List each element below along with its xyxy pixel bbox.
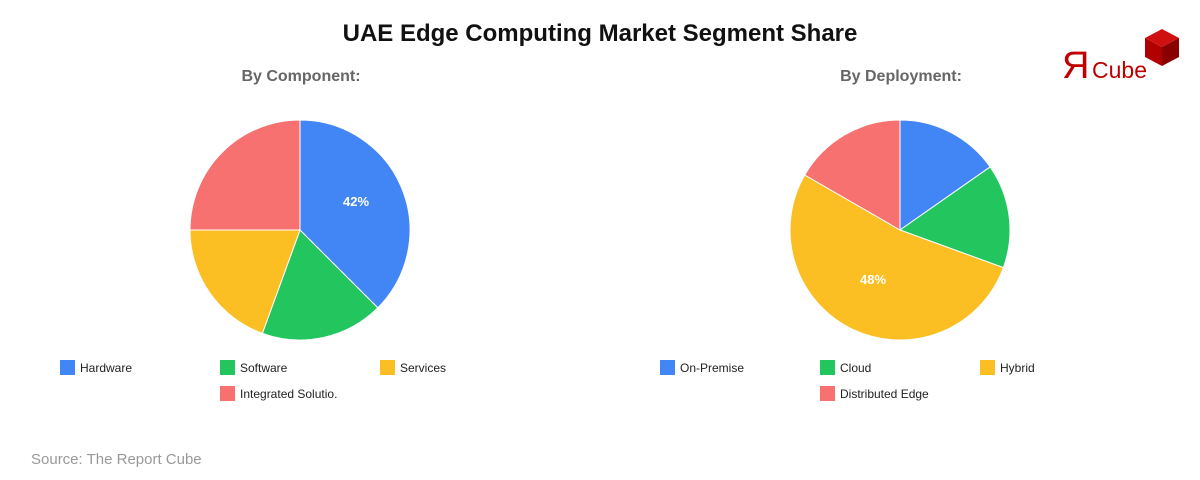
legend-label: Hybrid: [1000, 360, 1035, 375]
component-chart-title: By Component:: [241, 68, 361, 85]
logo-text: Cube: [1092, 57, 1147, 82]
legend-swatch-icon: [60, 360, 75, 375]
slice-data-label: 42%: [343, 194, 369, 209]
deployment-pie-chart: 48%: [790, 120, 1010, 340]
legend-swatch-icon: [220, 360, 235, 375]
deployment-chart-title: By Deployment:: [840, 68, 962, 85]
logo-graphic: Я Cube: [1062, 29, 1179, 87]
legend-item[interactable]: On-Premise: [660, 360, 744, 375]
legend-label: Cloud: [840, 360, 872, 375]
legend-label: On-Premise: [680, 360, 745, 375]
legend-item[interactable]: Hardware: [60, 360, 132, 375]
slice-data-label: 48%: [860, 272, 886, 287]
legend-label: Integrated Solutio.: [240, 386, 338, 401]
legend-swatch-icon: [660, 360, 675, 375]
component-pie-chart: 42%: [190, 120, 410, 340]
legend-swatch-icon: [820, 360, 835, 375]
logo-r-glyph: Я: [1062, 45, 1089, 82]
legend-item[interactable]: Integrated Solutio.: [220, 386, 337, 401]
legend-item[interactable]: Hybrid: [980, 360, 1035, 375]
pie-slice-on-premise[interactable]: [899, 120, 991, 231]
component-legend: Hardware Software Services Integrated Solut…: [60, 360, 480, 420]
report-cube-logo: Я Cube: [1060, 26, 1185, 87]
legend-item[interactable]: Cloud: [820, 360, 871, 375]
pie-slice-integrated-solutio[interactable]: [190, 120, 301, 231]
legend-label: Software: [240, 360, 288, 375]
pie-slice-hardware[interactable]: [299, 120, 410, 309]
legend-label: Services: [400, 360, 447, 375]
pie-slice-software[interactable]: [261, 229, 379, 340]
legend-swatch-icon: [220, 386, 235, 401]
pie-slice-distributed-edge[interactable]: [804, 120, 901, 231]
legend-label: Hardware: [80, 360, 133, 375]
pie-slice-cloud[interactable]: [898, 166, 1010, 269]
legend-item[interactable]: Software: [220, 360, 287, 375]
legend-swatch-icon: [380, 360, 395, 375]
legend-swatch-icon: [820, 386, 835, 401]
pie-slice-services[interactable]: [190, 229, 301, 335]
deployment-legend: On-Premise Cloud Hybrid Distributed Edge: [660, 360, 1080, 420]
legend-label: Distributed Edge: [840, 386, 929, 401]
legend-swatch-icon: [980, 360, 995, 375]
legend-item[interactable]: Services: [380, 360, 446, 375]
chart-title: UAE Edge Computing Market Segment Share: [342, 20, 858, 47]
source-note: Source: The Report Cube: [31, 451, 202, 468]
legend-item[interactable]: Distributed Edge: [820, 386, 929, 401]
pie-slice-hybrid[interactable]: [790, 174, 1005, 340]
